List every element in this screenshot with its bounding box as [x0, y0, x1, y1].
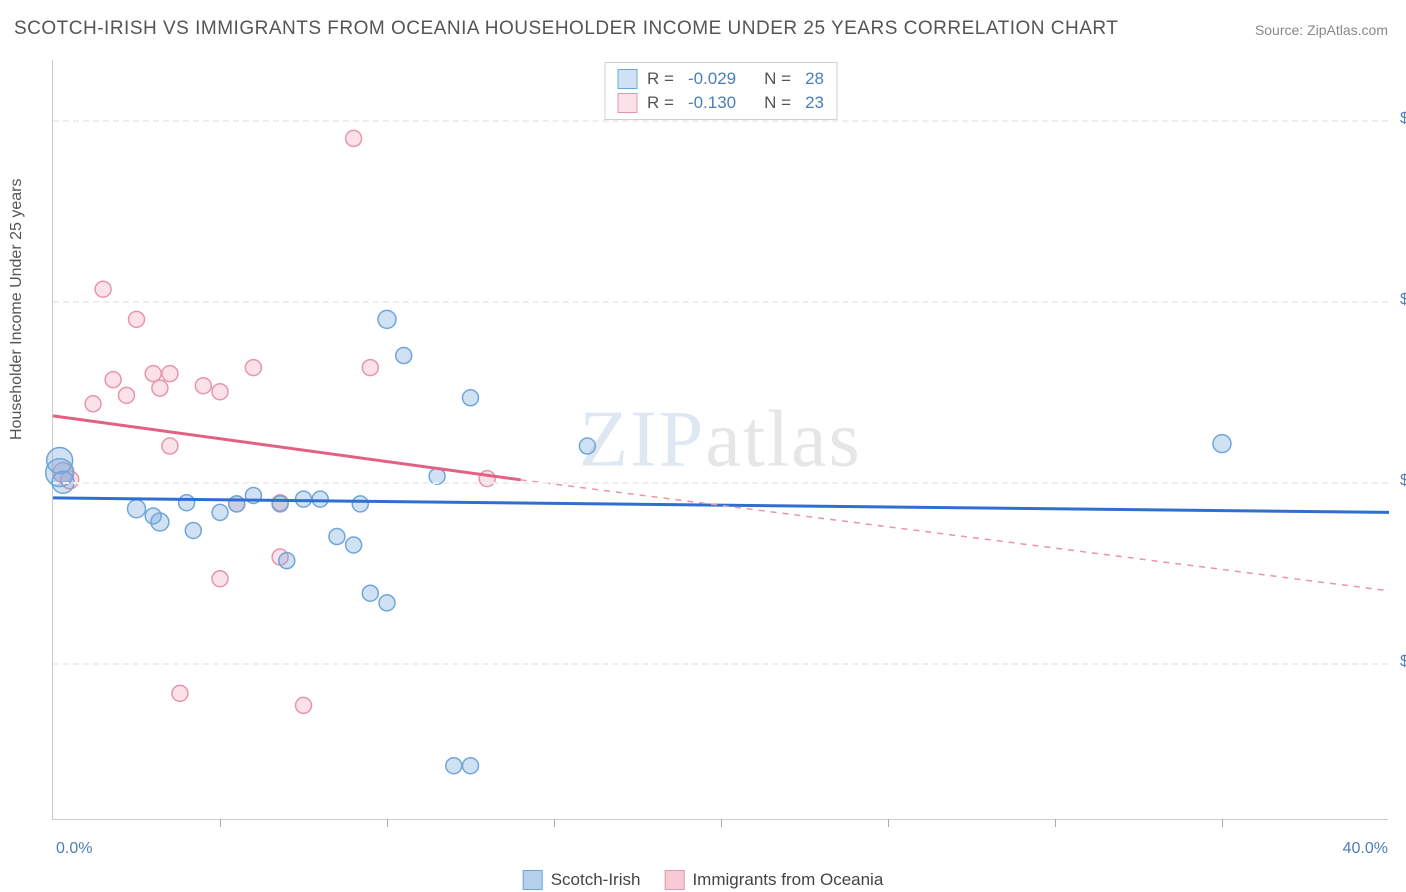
data-point — [346, 537, 362, 553]
trend-line-1 — [53, 416, 521, 480]
data-point — [279, 553, 295, 569]
data-point — [579, 438, 595, 454]
data-point — [396, 348, 412, 364]
y-tick-label: $50,000 — [1392, 472, 1406, 490]
legend-swatch-icon — [523, 870, 543, 890]
data-point — [296, 697, 312, 713]
data-point — [145, 366, 161, 382]
data-point — [352, 496, 368, 512]
y-axis-label: Householder Income Under 25 years — [8, 179, 26, 440]
data-point — [179, 495, 195, 511]
data-point — [105, 372, 121, 388]
r-value-1: -0.130 — [688, 93, 736, 113]
correlation-legend: R = -0.029 N = 28 R = -0.130 N = 23 — [604, 62, 837, 120]
chart-plot-area: ZIPatlas R = -0.029 N = 28 R = -0.130 N … — [52, 60, 1388, 820]
x-tick — [888, 819, 889, 827]
scatter-plot-svg — [53, 60, 1389, 820]
trend-line-1-extrapolation — [521, 480, 1389, 591]
n-value-0: 28 — [805, 69, 824, 89]
data-point — [47, 448, 73, 474]
n-label: N = — [764, 69, 791, 89]
legend-row-series-0: R = -0.029 N = 28 — [617, 67, 824, 91]
data-point — [118, 387, 134, 403]
gridline — [53, 301, 1388, 303]
legend-swatch-0 — [617, 69, 637, 89]
data-point — [362, 360, 378, 376]
data-point — [212, 504, 228, 520]
legend-item-0: Scotch-Irish — [523, 870, 641, 890]
gridline — [53, 120, 1388, 122]
data-point — [245, 360, 261, 376]
x-axis-max-label: 40.0% — [1343, 840, 1388, 858]
data-point — [172, 685, 188, 701]
legend-swatch-icon — [664, 870, 684, 890]
gridline — [53, 663, 1388, 665]
data-point — [463, 390, 479, 406]
data-point — [329, 529, 345, 545]
y-tick-label: $35,000 — [1392, 653, 1406, 671]
data-point — [212, 571, 228, 587]
data-point — [185, 522, 201, 538]
data-point — [346, 130, 362, 146]
data-point — [162, 438, 178, 454]
x-tick — [554, 819, 555, 827]
trend-line-0 — [53, 498, 1389, 512]
data-point — [145, 508, 161, 524]
data-point — [129, 311, 145, 327]
n-label: N = — [764, 93, 791, 113]
legend-item-1: Immigrants from Oceania — [664, 870, 883, 890]
x-tick — [1055, 819, 1056, 827]
legend-row-series-1: R = -0.130 N = 23 — [617, 91, 824, 115]
x-tick — [1222, 819, 1223, 827]
data-point — [362, 585, 378, 601]
data-point — [85, 396, 101, 412]
data-point — [1213, 435, 1231, 453]
y-tick-label: $65,000 — [1392, 291, 1406, 309]
legend-label-1: Immigrants from Oceania — [692, 870, 883, 890]
y-tick-label: $80,000 — [1392, 110, 1406, 128]
data-point — [152, 380, 168, 396]
data-point — [212, 384, 228, 400]
data-point — [312, 491, 328, 507]
x-tick — [387, 819, 388, 827]
data-point — [463, 758, 479, 774]
data-point — [162, 366, 178, 382]
r-label: R = — [647, 69, 674, 89]
legend-label-0: Scotch-Irish — [551, 870, 641, 890]
x-axis-min-label: 0.0% — [56, 840, 92, 858]
r-value-0: -0.029 — [688, 69, 736, 89]
series-legend: Scotch-Irish Immigrants from Oceania — [523, 870, 884, 890]
n-value-1: 23 — [805, 93, 824, 113]
data-point — [379, 595, 395, 611]
data-point — [272, 496, 288, 512]
gridline — [53, 482, 1388, 484]
data-point — [195, 378, 211, 394]
chart-title: SCOTCH-IRISH VS IMMIGRANTS FROM OCEANIA … — [14, 18, 1118, 40]
x-tick — [220, 819, 221, 827]
x-tick — [721, 819, 722, 827]
data-point — [95, 281, 111, 297]
data-point — [128, 500, 146, 518]
r-label: R = — [647, 93, 674, 113]
data-point — [446, 758, 462, 774]
source-label: Source: ZipAtlas.com — [1255, 22, 1388, 38]
legend-swatch-1 — [617, 93, 637, 113]
data-point — [378, 310, 396, 328]
